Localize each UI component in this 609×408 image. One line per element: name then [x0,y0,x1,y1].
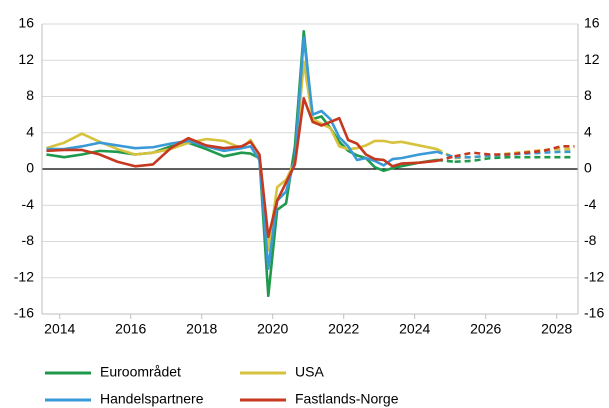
y2-tick-label: 12 [584,51,600,67]
y-tick-label: 12 [18,51,34,67]
legend-label: Fastlands-Norge [295,391,399,407]
x-tick-label: 2018 [186,321,217,337]
legend-label: Handelspartnere [100,391,204,407]
y-tick-label: 8 [26,87,34,103]
x-tick-label: 2016 [115,321,146,337]
x-tick-label: 2028 [541,321,572,337]
series-line [46,97,438,239]
y-tick-label: 4 [26,123,34,139]
x-tick-label: 2014 [44,321,75,337]
y2-tick-label: 4 [584,123,592,139]
x-tick-label: 2024 [399,321,430,337]
series-line [46,60,438,252]
legend-label: USA [295,364,324,380]
series-line [46,36,438,270]
y-tick-label: -16 [14,305,34,321]
x-tick-label: 2022 [328,321,359,337]
line-connector [436,155,455,163]
y2-tick-label: 8 [584,87,592,103]
y-tick-label: 16 [18,15,34,31]
legend-label: Euroområdet [100,364,181,380]
line-connector [436,147,456,160]
x-tick-label: 2026 [470,321,501,337]
y2-tick-label: -12 [584,268,604,284]
y2-tick-label: -16 [584,305,604,321]
y-tick-label: -8 [22,232,35,248]
y-tick-label: 0 [26,160,34,176]
y2-tick-label: -8 [584,232,597,248]
y-tick-label: -4 [22,196,35,212]
y2-tick-label: -4 [584,196,597,212]
x-tick-label: 2020 [257,321,288,337]
forecast-line [454,155,575,164]
y2-tick-label: 0 [584,160,592,176]
y2-tick-label: 16 [584,15,600,31]
forecast-line [454,145,575,158]
y-tick-label: -12 [14,268,34,284]
